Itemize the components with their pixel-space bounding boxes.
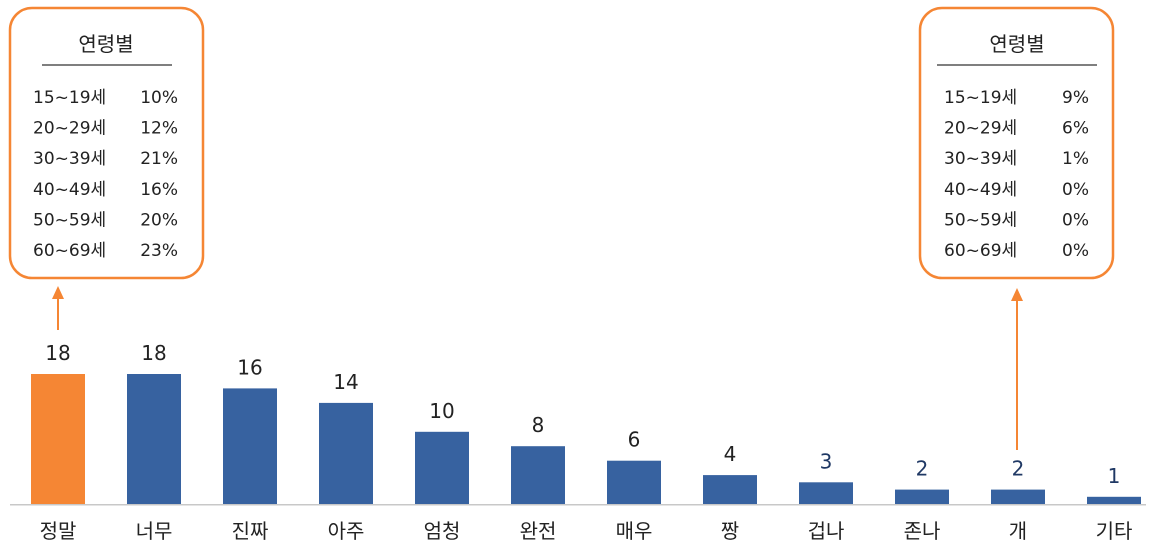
callout-age-group: 50~59세 <box>33 210 106 230</box>
category-label-엄청: 엄청 <box>424 519 461 543</box>
callout-percentage: 0% <box>1062 180 1089 200</box>
callout-title: 연령별 <box>78 32 133 56</box>
bar-겁나 <box>799 482 853 504</box>
bar-매우 <box>607 460 661 504</box>
callout-percentage: 0% <box>1062 210 1089 230</box>
callout-percentage: 6% <box>1062 119 1089 139</box>
bar-너무 <box>127 374 181 504</box>
plot-area: 18 정말 18 너무 16 진짜 14 아주 10 엄청 8 완전 6 매우 4 짱 3 겁나 2 존나 2 개 1 기타 <box>31 341 1141 543</box>
callout-age-group: 40~49세 <box>33 180 106 200</box>
arrow-up-icon <box>52 286 64 330</box>
category-label-존나: 존나 <box>904 519 941 543</box>
value-label-존나: 2 <box>916 457 929 481</box>
arrow-up-icon <box>1011 288 1023 450</box>
callout-age-group: 15~19세 <box>944 88 1017 108</box>
callout-percentage: 0% <box>1062 241 1089 261</box>
value-label-정말: 18 <box>45 341 70 365</box>
callout-age-group: 30~39세 <box>944 149 1017 169</box>
bar-짱 <box>703 475 757 504</box>
callout-percentage: 20% <box>140 210 178 230</box>
callout-box <box>918 6 1115 280</box>
callout-percentage: 10% <box>140 88 178 108</box>
callout-percentage: 9% <box>1062 88 1089 108</box>
callout-age-group: 20~29세 <box>33 119 106 139</box>
category-label-너무: 너무 <box>136 519 173 543</box>
callout-percentage: 1% <box>1062 149 1089 169</box>
category-label-개: 개 <box>1009 519 1027 543</box>
bar-진짜 <box>223 388 277 504</box>
category-label-진짜: 진짜 <box>232 519 269 543</box>
bar-엄청 <box>415 431 469 504</box>
bar-정말 <box>31 374 85 504</box>
category-label-기타: 기타 <box>1096 519 1133 543</box>
category-label-아주: 아주 <box>328 519 365 543</box>
callout-percentage: 16% <box>140 180 178 200</box>
callout-age-group: 15~19세 <box>33 88 106 108</box>
bar-기타 <box>1087 496 1141 504</box>
callout-age-group: 40~49세 <box>944 180 1017 200</box>
callout-percentage: 12% <box>140 119 178 139</box>
value-label-진짜: 16 <box>237 355 262 379</box>
bar-개 <box>991 489 1045 504</box>
value-label-너무: 18 <box>141 341 166 365</box>
category-label-매우: 매우 <box>616 519 653 543</box>
category-label-짱: 짱 <box>721 519 739 543</box>
category-label-정말: 정말 <box>40 519 77 543</box>
category-label-완전: 완전 <box>520 519 557 543</box>
callout-box <box>8 6 205 280</box>
value-label-개: 2 <box>1012 457 1025 481</box>
callout-age-group: 50~59세 <box>944 210 1017 230</box>
value-label-아주: 14 <box>333 370 358 394</box>
value-label-겁나: 3 <box>820 449 833 473</box>
callout-percentage: 23% <box>140 241 178 261</box>
callout-age-group: 60~69세 <box>944 241 1017 261</box>
value-label-엄청: 10 <box>429 399 454 423</box>
bar-아주 <box>319 402 373 504</box>
callout-age-group: 30~39세 <box>33 149 106 169</box>
value-label-짱: 4 <box>724 442 737 466</box>
age-breakdown-callout-left: 연령별 15~19세 10% 20~29세 12% 30~39세 21% 40~49세 16%… <box>8 6 205 330</box>
bar-완전 <box>511 446 565 504</box>
callout-percentage: 21% <box>140 149 178 169</box>
value-label-완전: 8 <box>532 413 545 437</box>
age-breakdown-callout-right: 연령별 15~19세 9% 20~29세 6% 30~39세 1% 40~49세 0% 50~5… <box>918 6 1115 450</box>
category-label-겁나: 겁나 <box>808 519 845 543</box>
callout-title: 연령별 <box>989 32 1044 56</box>
bar-존나 <box>895 489 949 504</box>
callout-rows: 15~19세 9% 20~29세 6% 30~39세 1% 40~49세 0% 50~59세 0%… <box>944 88 1089 261</box>
value-label-매우: 6 <box>628 428 641 452</box>
callout-age-group: 20~29세 <box>944 119 1017 139</box>
callout-age-group: 60~69세 <box>33 241 106 261</box>
value-label-기타: 1 <box>1108 464 1121 488</box>
callout-rows: 15~19세 10% 20~29세 12% 30~39세 21% 40~49세 16% 50~5… <box>33 88 178 261</box>
